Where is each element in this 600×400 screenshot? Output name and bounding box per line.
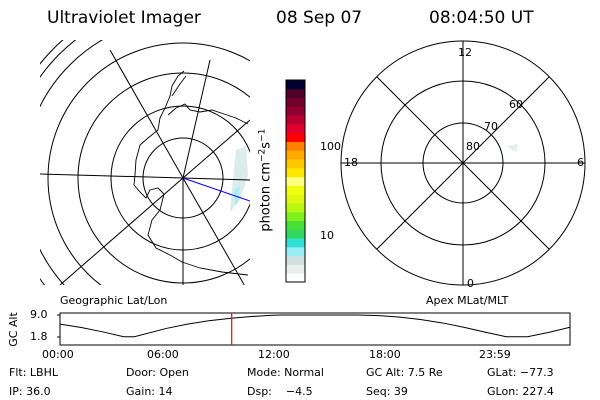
colorbar-band <box>286 115 305 125</box>
colorbar-band <box>286 229 305 239</box>
glon-status: GLon: 227.4 <box>487 385 554 398</box>
altitude-ytick-max: 9.0 <box>30 308 48 321</box>
colorbar-band <box>286 246 305 257</box>
colorbar-band <box>286 220 305 230</box>
mlt-label-12: 12 <box>458 46 472 59</box>
geographic-map <box>40 40 250 285</box>
polar-mlat-mlt-plot <box>340 40 586 286</box>
colorbar-band <box>286 159 305 169</box>
mlat-label-80: 80 <box>466 140 480 153</box>
colorbar-band <box>286 202 305 213</box>
xtick-0600: 06:00 <box>147 348 179 361</box>
glat-status: GLat: −77.3 <box>487 366 554 379</box>
mlat-label-60: 60 <box>509 98 523 111</box>
ip-status: IP: 36.0 <box>9 385 51 398</box>
mlt-label-6: 6 <box>577 156 584 169</box>
colorbar-band <box>286 211 305 222</box>
altitude-axis-label: GC Alt <box>6 312 20 347</box>
colorbar-units-label: photon cm−2s−1 <box>257 128 274 232</box>
altitude-line <box>59 314 571 338</box>
colorbar-band <box>286 255 305 265</box>
colorbar-band <box>286 123 305 134</box>
mlat-label-70: 70 <box>484 120 498 133</box>
colorbar <box>285 79 306 283</box>
date-label: 08 Sep 07 <box>276 8 363 28</box>
mlt-label-0: 0 <box>467 277 474 290</box>
mlt-label-18: 18 <box>344 156 358 169</box>
colorbar-band <box>286 264 305 274</box>
colorbar-band <box>286 176 305 186</box>
colorbar-band <box>286 194 305 204</box>
seq-status: Seq: 39 <box>366 385 408 398</box>
colorbar-band <box>286 185 305 195</box>
coastline <box>133 70 249 276</box>
mode-status: Mode: Normal <box>247 366 324 379</box>
altitude-panel <box>57 312 571 346</box>
filter-status: Flt: LBHL <box>9 366 58 379</box>
apex-map-label: Apex MLat/MLT <box>426 294 509 307</box>
colorbar-band <box>286 141 305 151</box>
xtick-2359: 23:59 <box>479 348 511 361</box>
door-status: Door: Open <box>126 366 189 379</box>
colorbar-band <box>286 167 305 178</box>
colorbar-tick-10: 10 <box>320 229 334 242</box>
colorbar-band <box>286 273 305 283</box>
colorbar-frame <box>285 79 306 283</box>
colorbar-band <box>286 97 305 107</box>
time-label: 08:04:50 UT <box>429 8 534 28</box>
altitude-ytick-min: 1.8 <box>30 330 48 343</box>
gc-alt-status: GC Alt: 7.5 Re <box>366 366 443 379</box>
colorbar-band <box>286 106 305 116</box>
xtick-1800: 18:00 <box>369 348 401 361</box>
colorbar-band <box>286 88 305 99</box>
colorbar-tick-100: 100 <box>320 140 341 153</box>
dsp-status: Dsp: −4.5 <box>247 385 313 398</box>
colorbar-band <box>286 80 305 90</box>
instrument-title: Ultraviolet Imager <box>47 8 201 28</box>
colorbar-band <box>286 150 305 160</box>
colorbar-band <box>286 132 305 142</box>
gain-status: Gain: 14 <box>126 385 173 398</box>
colorbar-band <box>286 238 305 248</box>
noon-meridian-line <box>182 177 250 202</box>
xtick-0000: 00:00 <box>42 348 74 361</box>
xtick-1200: 12:00 <box>258 348 290 361</box>
geographic-map-label: Geographic Lat/Lon <box>60 294 168 307</box>
